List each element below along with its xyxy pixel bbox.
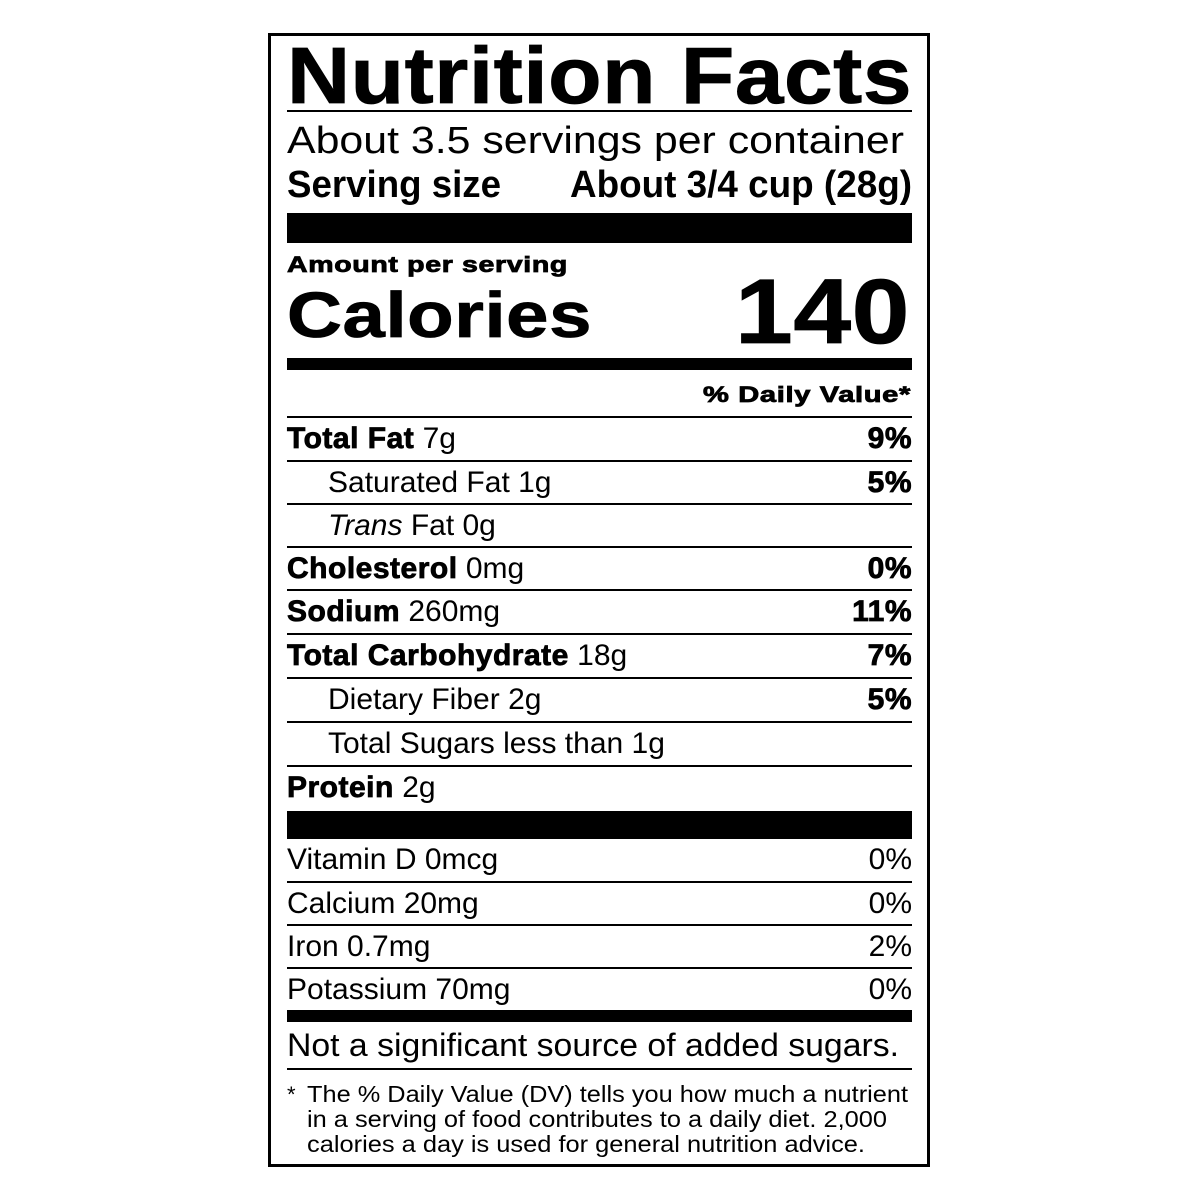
medium-divider — [287, 1010, 912, 1022]
vitamin-row: Vitamin D 0mcg 0% — [287, 839, 912, 882]
vitamin-dv: 0% — [868, 887, 912, 920]
nutrient-dv: 7% — [867, 639, 912, 673]
nutrient-name: Total Carbohydrate — [287, 639, 569, 673]
nutrient-name: Total Fat — [287, 422, 415, 456]
daily-value-header-text: % Daily Value* — [702, 382, 911, 408]
thick-divider — [287, 811, 912, 839]
vitamin-row: Iron 0.7mg 2% — [287, 924, 912, 967]
amount-per-serving-text: Amount per serving — [286, 252, 568, 278]
title-text: Nutrition Facts — [287, 31, 912, 121]
thick-divider — [287, 213, 912, 243]
nutrient-row-sodium: Sodium 260mg 11% — [287, 589, 912, 632]
nutrient-name: Total Sugars — [328, 727, 495, 760]
nutrient-name: Dietary Fiber — [328, 683, 500, 716]
nutrient-dv: 0% — [867, 552, 912, 586]
nutrient-row-cholesterol: Cholesterol 0mg 0% — [287, 546, 912, 589]
footnote-line: The % Daily Value (DV) tells you how muc… — [307, 1081, 908, 1107]
added-sugars-text: Not a significant source of added sugars… — [287, 1027, 899, 1063]
nutrient-row-saturated-fat: Saturated Fat 1g 5% — [287, 460, 912, 503]
calories-value: 140 — [735, 260, 910, 365]
footnote-line: in a serving of food contributes to a da… — [307, 1106, 887, 1132]
added-sugars-note: Not a significant source of added sugars… — [287, 1027, 899, 1064]
nutrient-amount: 0mg — [465, 552, 525, 585]
footnote: The % Daily Value (DV) tells you how muc… — [307, 1081, 908, 1158]
serving-size-label-text: Serving size — [287, 164, 501, 206]
medium-divider — [287, 358, 912, 370]
vitamin-label: Calcium 20mg — [287, 887, 479, 920]
vitamin-dv: 0% — [868, 973, 912, 1006]
nutrient-amount: less than 1g — [503, 727, 665, 760]
daily-value-header: % Daily Value* — [702, 382, 910, 408]
amount-per-serving: Amount per serving — [286, 252, 567, 278]
serving-size-value-text: About 3/4 cup (28g) — [570, 164, 912, 206]
nutrition-facts-label — [268, 33, 930, 1167]
nutrient-name: Cholesterol — [287, 552, 458, 586]
nutrient-dv: 9% — [867, 422, 912, 456]
title: Nutrition Facts — [287, 30, 912, 122]
nutrient-amount: 7g — [422, 422, 456, 455]
divider — [287, 110, 912, 112]
vitamin-dv: 2% — [868, 930, 912, 963]
servings-text: About 3.5 servings per container — [287, 120, 904, 162]
nutrient-name: Protein — [287, 771, 394, 805]
serving-size-value: About 3/4 cup (28g) — [570, 164, 923, 207]
vitamin-row: Potassium 70mg 0% — [287, 967, 912, 1010]
divider — [287, 1068, 912, 1070]
vitamin-label: Potassium 70mg — [287, 973, 511, 1006]
nutrient-dv: 5% — [867, 466, 912, 500]
nutrient-row-total-sugars: Total Sugars less than 1g — [287, 721, 912, 764]
calories-label-text: Calories — [287, 279, 592, 352]
vitamin-dv: 0% — [868, 843, 912, 876]
nutrient-row-protein: Protein 2g — [287, 765, 912, 811]
vitamin-row: Calcium 20mg 0% — [287, 881, 912, 924]
nutrient-row-dietary-fiber: Dietary Fiber 2g 5% — [287, 677, 912, 720]
nutrient-dv: 11% — [852, 595, 912, 629]
vitamin-label: Vitamin D 0mcg — [287, 843, 499, 876]
nutrient-amount: 1g — [518, 466, 552, 499]
nutrient-name: Trans — [328, 509, 403, 542]
calories-value-text: 140 — [735, 261, 910, 364]
nutrient-row-total-fat: Total Fat 7g 9% — [287, 416, 912, 459]
serving-size-label: Serving size — [287, 164, 509, 207]
nutrient-amount: 2g — [402, 771, 436, 804]
vitamin-label: Iron 0.7mg — [287, 930, 431, 963]
nutrient-dv: 5% — [867, 683, 912, 717]
nutrient-amount: 260mg — [408, 595, 501, 628]
nutrient-amount: 2g — [508, 683, 542, 716]
servings-per-container: About 3.5 servings per container — [287, 120, 904, 163]
nutrient-row-trans-fat: Trans Fat 0g — [287, 503, 912, 546]
nutrient-name: Saturated Fat — [328, 466, 510, 499]
nutrient-name: Sodium — [287, 595, 400, 629]
nutrient-amount: Fat 0g — [410, 509, 496, 542]
nutrient-row-total-carbohydrate: Total Carbohydrate 18g 7% — [287, 633, 912, 676]
nutrient-amount: 18g — [577, 639, 628, 672]
footnote-line: calories a day is used for general nutri… — [307, 1131, 865, 1157]
footnote-marker: * — [287, 1082, 296, 1107]
calories-label: Calories — [287, 278, 592, 352]
